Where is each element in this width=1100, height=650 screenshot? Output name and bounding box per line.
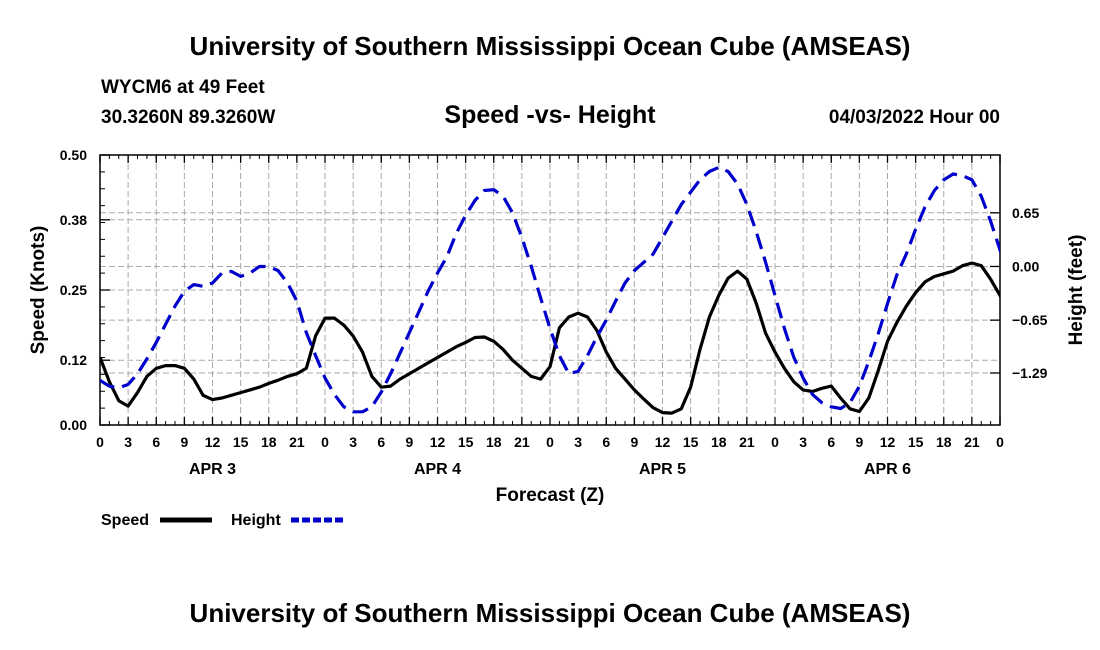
y-right-tick-label: 0.00 — [1012, 258, 1039, 274]
y-left-tick-labels: 0.00 0.12 0.25 0.38 0.50 — [60, 147, 87, 433]
y-left-tick-label: 0.50 — [60, 147, 87, 163]
y-left-tick-label: 0.25 — [60, 282, 87, 298]
y-right-tick-label: 0.65 — [1012, 205, 1039, 221]
x-tick-label: 12 — [430, 434, 446, 450]
x-tick-label: 12 — [205, 434, 221, 450]
x-tick-label: 6 — [602, 434, 610, 450]
station-label: WYCM6 at 49 Feet — [101, 77, 265, 98]
x-tick-label: 0 — [771, 434, 779, 450]
y-left-tick-label: 0.00 — [60, 417, 87, 433]
x-tick-label: 15 — [683, 434, 699, 450]
day-labels: APR 3 APR 4 APR 5 APR 6 — [189, 461, 911, 478]
x-tick-label: 9 — [405, 434, 413, 450]
page-title: University of Southern Mississippi Ocean… — [189, 31, 911, 61]
chart-title: Speed -vs- Height — [444, 101, 656, 129]
x-tick-label: 0 — [996, 434, 1004, 450]
y-right-axis-title: Height (feet) — [1066, 235, 1087, 346]
x-tick-label: 3 — [799, 434, 807, 450]
x-tick-label: 21 — [514, 434, 530, 450]
chart-grid — [100, 155, 1000, 425]
x-tick-label: 9 — [630, 434, 638, 450]
x-tick-label: 18 — [711, 434, 727, 450]
y-left-axis-title: Speed (Knots) — [28, 226, 49, 355]
x-tick-label: 3 — [349, 434, 357, 450]
forecast-datetime: 04/03/2022 Hour 00 — [828, 107, 1000, 128]
x-tick-label: 6 — [827, 434, 835, 450]
x-tick-label: 9 — [180, 434, 188, 450]
x-tick-label: 18 — [261, 434, 277, 450]
x-tick-label: 6 — [377, 434, 385, 450]
x-tick-label: 15 — [908, 434, 924, 450]
chart-legend: Speed Height — [101, 512, 343, 529]
x-tick-label: 6 — [152, 434, 160, 450]
y-left-tick-label: 0.12 — [60, 352, 87, 368]
x-tick-label: 0 — [96, 434, 104, 450]
series-lines — [100, 165, 1000, 415]
x-tick-label: 15 — [458, 434, 474, 450]
legend-label-speed: Speed — [101, 512, 149, 529]
x-tick-label: 9 — [855, 434, 863, 450]
x-tick-label: 12 — [880, 434, 896, 450]
x-tick-label: 21 — [739, 434, 755, 450]
station-coordinates: 30.3260N 89.3260W — [101, 107, 276, 128]
legend-label-height: Height — [231, 512, 281, 529]
plot-frame — [99, 154, 1001, 426]
x-tick-label: 15 — [233, 434, 249, 450]
x-axis-title: Forecast (Z) — [496, 485, 605, 506]
x-tick-label: 21 — [289, 434, 305, 450]
x-tick-label: 18 — [486, 434, 502, 450]
y-right-tick-labels: 0.65 0.00 −0.65 −1.29 — [1012, 205, 1048, 381]
y-right-tick-label: −1.29 — [1012, 365, 1048, 381]
x-tick-label: 3 — [574, 434, 582, 450]
x-tick-label: 21 — [964, 434, 980, 450]
y-right-tick-label: −0.65 — [1012, 312, 1048, 328]
day-label: APR 4 — [414, 461, 461, 478]
page-title-bottom: University of Southern Mississippi Ocean… — [189, 598, 911, 628]
y-left-tick-label: 0.38 — [60, 212, 87, 228]
x-tick-label: 18 — [936, 434, 952, 450]
series-line-height — [100, 165, 1000, 414]
x-tick-label: 12 — [655, 434, 671, 450]
x-tick-labels: 0 3 6 9 12 15 18 21 0 3 6 9 12 15 18 21 0 3 6 9 12 15 18 21 0 3 6 9… — [96, 434, 1004, 450]
x-tick-label: 0 — [321, 434, 329, 450]
x-tick-label: 0 — [546, 434, 554, 450]
day-label: APR 6 — [864, 461, 911, 478]
day-label: APR 3 — [189, 461, 236, 478]
day-label: APR 5 — [639, 461, 686, 478]
series-line-speed — [100, 261, 1000, 415]
x-tick-label: 3 — [124, 434, 132, 450]
